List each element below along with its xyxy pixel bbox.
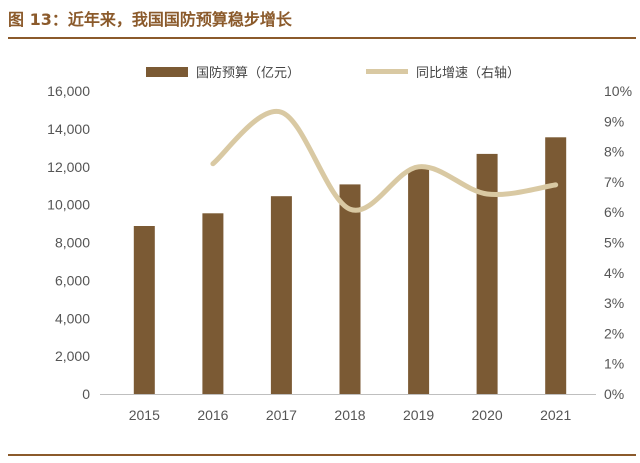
right-tick-label: 5% xyxy=(604,235,624,251)
x-axis-ticks: 2015 2016 2017 2018 2019 2020 2021 xyxy=(129,407,572,423)
legend-label-bar: 国防预算（亿元） xyxy=(196,65,300,80)
left-tick-label: 10,000 xyxy=(47,197,90,213)
figure-title: 图 13：近年来，我国国防预算稳步增长 xyxy=(8,10,292,29)
bar-2020 xyxy=(476,153,498,394)
right-tick-label: 9% xyxy=(604,113,624,129)
left-tick-label: 6,000 xyxy=(55,272,90,288)
left-tick-label: 4,000 xyxy=(55,310,90,326)
chart: 国防预算（亿元） 同比增速（右轴） 0 2,000 4,000 6,000 8,000 1… xyxy=(47,65,632,423)
right-tick-label: 8% xyxy=(604,144,624,160)
left-tick-label: 12,000 xyxy=(47,159,90,175)
legend-label-line: 同比增速（右轴） xyxy=(416,65,520,80)
right-tick-label: 0% xyxy=(604,386,624,402)
bars xyxy=(133,137,567,395)
right-tick-label: 1% xyxy=(604,356,624,372)
left-tick-label: 16,000 xyxy=(47,83,90,99)
legend: 国防预算（亿元） 同比增速（右轴） xyxy=(146,65,520,80)
x-tick-label: 2017 xyxy=(266,407,297,423)
left-tick-label: 14,000 xyxy=(47,121,90,137)
x-tick-label: 2021 xyxy=(540,407,571,423)
bar-2016 xyxy=(202,213,224,394)
bar-2015 xyxy=(133,226,155,394)
right-tick-label: 7% xyxy=(604,174,624,190)
right-tick-label: 10% xyxy=(604,83,632,99)
left-tick-label: 8,000 xyxy=(55,235,90,251)
legend-swatch-bar xyxy=(146,67,188,77)
bar-2018 xyxy=(339,184,361,394)
title-divider xyxy=(8,37,636,39)
left-axis-ticks: 0 2,000 4,000 6,000 8,000 10,000 12,000 14,000 1… xyxy=(47,83,90,402)
x-tick-label: 2019 xyxy=(403,407,434,423)
left-tick-label: 0 xyxy=(82,386,90,402)
bar-2019 xyxy=(408,168,430,394)
bar-2017 xyxy=(270,196,292,394)
right-tick-label: 6% xyxy=(604,204,624,220)
right-tick-label: 4% xyxy=(604,265,624,281)
right-tick-label: 2% xyxy=(604,325,624,341)
x-tick-label: 2018 xyxy=(334,407,365,423)
x-tick-label: 2020 xyxy=(472,407,503,423)
x-tick-label: 2016 xyxy=(197,407,228,423)
left-tick-label: 2,000 xyxy=(55,348,90,364)
bar-2021 xyxy=(545,137,567,395)
right-tick-label: 3% xyxy=(604,295,624,311)
x-tick-label: 2015 xyxy=(129,407,160,423)
legend-swatch-line xyxy=(366,69,408,74)
growth-line xyxy=(210,109,559,213)
right-axis-ticks: 0% 1% 2% 3% 4% 5% 6% 7% 8% 9% 10% xyxy=(604,83,632,402)
bottom-divider xyxy=(8,454,636,456)
growth-line-path xyxy=(210,109,559,213)
